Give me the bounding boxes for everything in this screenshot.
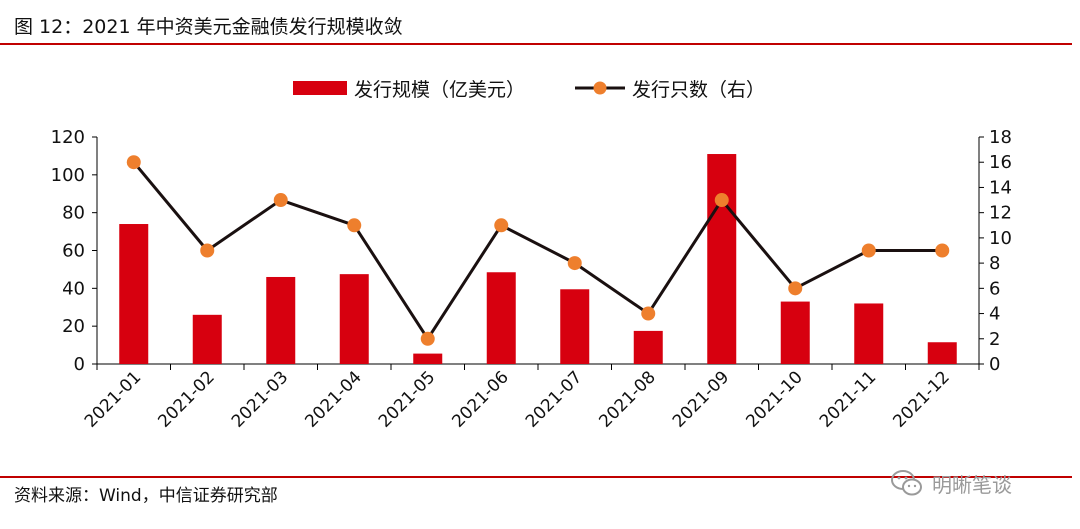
count-point: [494, 218, 509, 233]
legend-line-label: 发行只数（右）: [632, 79, 765, 101]
bar: [560, 289, 590, 364]
left-tick-label: 60: [62, 241, 85, 262]
bar: [339, 274, 369, 364]
x-tick-label: 2021-10: [742, 367, 806, 431]
right-tick-label: 6: [989, 278, 1000, 299]
chart: 发行规模（亿美元） 发行只数（右） 0 20 40 60 80 100 120 0 2 4 6 8 10…: [51, 79, 1012, 432]
legend-line-marker: [593, 81, 607, 95]
source-note: 资料来源：Wind，中信证券研究部: [14, 486, 278, 506]
bar: [780, 301, 810, 364]
x-tick-label: 2021-07: [522, 367, 586, 431]
wechat-icon: [891, 470, 922, 496]
x-tick-label: 2021-11: [816, 367, 880, 431]
bar: [707, 154, 737, 364]
x-tick-label: 2021-09: [669, 367, 733, 431]
figure-title: 图 12：2021 年中资美元金融债发行规模收敛: [14, 16, 403, 38]
legend: 发行规模（亿美元） 发行只数（右）: [293, 79, 765, 101]
right-tick-label: 12: [989, 203, 1012, 224]
axes: [92, 136, 984, 370]
right-tick-label: 18: [989, 127, 1012, 148]
left-tick-label: 120: [51, 127, 85, 148]
left-tick-label: 40: [62, 278, 85, 299]
left-tick-label: 80: [62, 203, 85, 224]
bar: [927, 342, 957, 364]
count-point: [861, 243, 876, 258]
count-point: [935, 243, 950, 258]
title-rule: [0, 43, 1072, 45]
x-tick-label: 2021-03: [228, 367, 292, 431]
bar: [266, 276, 296, 364]
right-tick-label: 10: [989, 228, 1012, 249]
count-point: [200, 243, 215, 258]
x-tick-label: 2021-01: [81, 367, 145, 431]
left-tick-label: 20: [62, 316, 85, 337]
bar: [192, 314, 222, 364]
right-tick-label: 16: [989, 152, 1012, 173]
x-tick-label: 2021-02: [154, 367, 218, 431]
count-point: [714, 193, 729, 208]
x-tick-label: 2021-04: [301, 367, 365, 431]
bar: [413, 353, 443, 364]
right-tick-label: 4: [989, 304, 1000, 325]
x-tick-label: 2021-06: [448, 367, 512, 431]
source-rule: [0, 476, 1072, 478]
count-point: [641, 306, 656, 321]
bar: [119, 224, 149, 364]
legend-bar-label: 发行规模（亿美元）: [354, 79, 525, 101]
count-point: [788, 281, 803, 296]
bar: [854, 303, 884, 364]
count-point: [420, 331, 435, 346]
right-tick-label: 14: [989, 177, 1012, 198]
watermark-text: 明晰笔谈: [932, 472, 1012, 497]
count-point: [126, 155, 141, 170]
count-point: [273, 193, 288, 208]
count-point: [347, 218, 362, 233]
legend-bar-swatch: [293, 81, 347, 95]
right-tick-label: 0: [989, 354, 1000, 375]
line-series: [126, 155, 950, 346]
bar: [633, 330, 663, 364]
bar-series: [119, 154, 957, 364]
left-tick-label: 100: [51, 165, 85, 186]
x-tick-label: 2021-08: [595, 367, 659, 431]
left-tick-label: 0: [74, 354, 85, 375]
right-tick-label: 2: [989, 329, 1000, 350]
right-tick-label: 8: [989, 253, 1000, 274]
x-tick-label: 2021-12: [889, 367, 953, 431]
count-point: [567, 256, 582, 271]
x-tick-label: 2021-05: [375, 367, 439, 431]
watermark: 明晰笔谈: [890, 466, 1012, 500]
bar: [486, 272, 516, 364]
count-line: [132, 161, 943, 341]
